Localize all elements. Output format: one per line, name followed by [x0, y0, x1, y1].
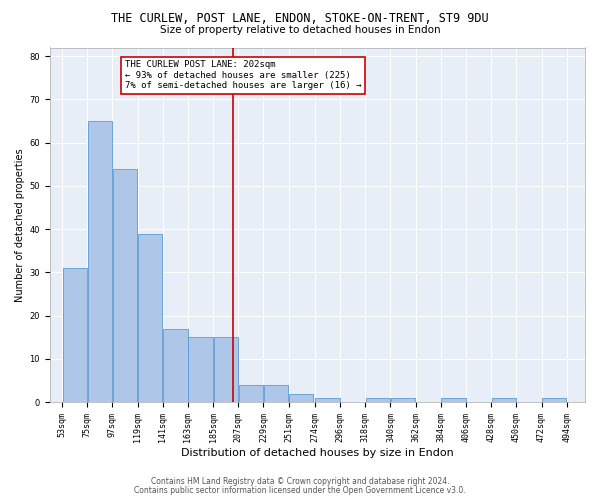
Bar: [239, 385, 263, 402]
Bar: [188, 338, 212, 402]
Text: THE CURLEW, POST LANE, ENDON, STOKE-ON-TRENT, ST9 9DU: THE CURLEW, POST LANE, ENDON, STOKE-ON-T…: [111, 12, 489, 26]
Text: Size of property relative to detached houses in Endon: Size of property relative to detached ho…: [160, 25, 440, 35]
Bar: [62, 268, 87, 402]
X-axis label: Distribution of detached houses by size in Endon: Distribution of detached houses by size …: [181, 448, 454, 458]
Text: THE CURLEW POST LANE: 202sqm
← 93% of detached houses are smaller (225)
7% of se: THE CURLEW POST LANE: 202sqm ← 93% of de…: [125, 60, 362, 90]
Bar: [391, 398, 415, 402]
Bar: [138, 234, 163, 402]
Bar: [113, 168, 137, 402]
Bar: [441, 398, 466, 402]
Bar: [289, 394, 313, 402]
Bar: [316, 398, 340, 402]
Bar: [491, 398, 516, 402]
Bar: [542, 398, 566, 402]
Text: Contains HM Land Registry data © Crown copyright and database right 2024.: Contains HM Land Registry data © Crown c…: [151, 478, 449, 486]
Text: Contains public sector information licensed under the Open Government Licence v3: Contains public sector information licen…: [134, 486, 466, 495]
Bar: [214, 338, 238, 402]
Bar: [163, 328, 188, 402]
Bar: [264, 385, 288, 402]
Bar: [366, 398, 390, 402]
Bar: [88, 121, 112, 402]
Y-axis label: Number of detached properties: Number of detached properties: [15, 148, 25, 302]
